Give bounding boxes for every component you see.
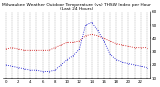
- Title: Milwaukee Weather Outdoor Temperature (vs) THSW Index per Hour (Last 24 Hours): Milwaukee Weather Outdoor Temperature (v…: [2, 3, 151, 11]
